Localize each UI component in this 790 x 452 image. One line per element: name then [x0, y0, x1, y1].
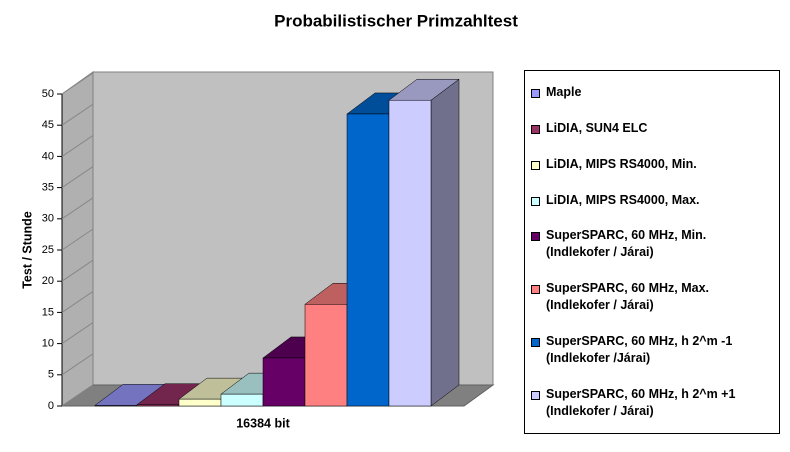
- legend-label: LiDIA, MIPS RS4000, Min.: [546, 156, 697, 171]
- bar: [136, 404, 180, 407]
- legend-label: Maple: [546, 85, 582, 100]
- legend-label: SuperSPARC, 60 MHz, h 2^m +1 (Indlekofer…: [546, 386, 736, 418]
- legend-label: SuperSPARC, 60 MHz, h 2^m -1 (Indlekofer…: [546, 333, 733, 365]
- grid-line: [61, 353, 94, 376]
- bar-side: [430, 78, 460, 407]
- legend-swatch: [531, 196, 540, 206]
- legend-entry: Maple: [531, 84, 773, 101]
- legend-swatch: [531, 337, 540, 347]
- grid-line: [61, 290, 94, 313]
- legend-entry: LiDIA, MIPS RS4000, Max.: [531, 192, 773, 209]
- grid-line: [61, 166, 94, 189]
- x-tick-label: 16384 bit: [236, 416, 290, 430]
- y-tick-label: 0: [48, 400, 54, 412]
- y-axis-label: Test / Stunde: [20, 211, 34, 289]
- grid-line: [61, 384, 94, 407]
- legend-swatch: [531, 232, 540, 242]
- y-tick-label: 20: [42, 275, 54, 287]
- grid-line: [61, 134, 94, 157]
- chart-title: Probabilistischer Primzahltest: [274, 11, 518, 30]
- y-tick-label: 25: [42, 244, 54, 256]
- legend-swatch: [531, 125, 540, 135]
- legend-entry: SuperSPARC, 60 MHz, Max. (Indlekofer / J…: [531, 280, 773, 314]
- legend-entry: SuperSPARC, 60 MHz, Min. (Indlekofer / J…: [531, 227, 773, 261]
- legend-label: LiDIA, SUN4 ELC: [546, 121, 648, 136]
- legend-label: SuperSPARC, 60 MHz, Min. (Indlekofer / J…: [546, 228, 707, 260]
- y-tick-label: 50: [42, 88, 54, 100]
- legend-entry: SuperSPARC, 60 MHz, h 2^m +1 (Indlekofer…: [531, 386, 773, 420]
- y-tick-label: 15: [42, 306, 54, 318]
- y-tick-label: 40: [42, 150, 54, 162]
- legend-label: SuperSPARC, 60 MHz, Max. (Indlekofer / J…: [546, 281, 710, 313]
- chart: Probabilistischer Primzahltest Test / St…: [20, 11, 518, 430]
- grid-line: [61, 197, 94, 220]
- legend-entry: LiDIA, SUN4 ELC: [531, 120, 773, 137]
- grid-line: [61, 259, 94, 282]
- legend-swatch: [531, 160, 540, 170]
- legend-label: LiDIA, MIPS RS4000, Max.: [546, 192, 700, 207]
- y-tick-label: 45: [42, 119, 54, 131]
- y-tick-label: 35: [42, 182, 54, 194]
- legend-swatch: [531, 89, 540, 99]
- legend-swatch: [531, 285, 540, 295]
- bar: [346, 113, 390, 407]
- y-tick-label: 30: [42, 213, 54, 225]
- legend-entry: SuperSPARC, 60 MHz, h 2^m -1 (Indlekofer…: [531, 333, 773, 367]
- legend: Maple LiDIA, SUN4 ELC LiDIA, MIPS RS4000, …: [524, 70, 780, 434]
- bar: [220, 393, 264, 407]
- bar: [388, 99, 432, 407]
- bar: [304, 304, 348, 407]
- legend-entry: LiDIA, MIPS RS4000, Min.: [531, 156, 773, 173]
- grid-line: [61, 72, 94, 95]
- y-tick-label: 5: [48, 369, 54, 381]
- legend-swatch: [531, 390, 540, 400]
- bar: [94, 405, 138, 407]
- y-tick-label: 10: [42, 338, 54, 350]
- grid-line: [61, 103, 94, 126]
- bar: [178, 398, 222, 407]
- grid-line: [61, 322, 94, 345]
- grid-line: [61, 228, 94, 251]
- bar: [262, 357, 306, 407]
